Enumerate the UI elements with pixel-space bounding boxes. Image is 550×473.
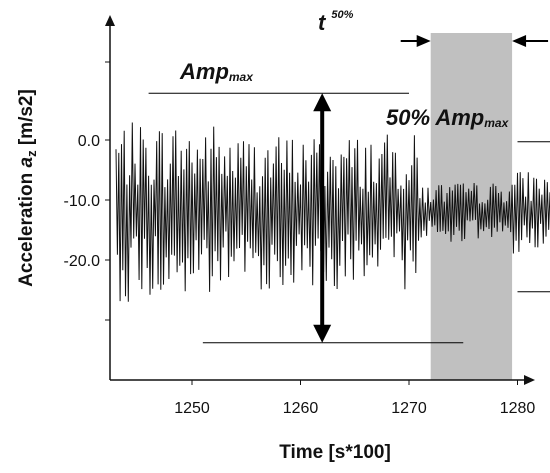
- axes-layer: 0.0-10.0-20.0125012601270128012901300: [64, 15, 536, 417]
- amp-50-label-prefix: 50%: [386, 105, 435, 130]
- amp-50-label-sub: max: [484, 116, 509, 130]
- amp-max-label: Ampmax: [179, 59, 254, 84]
- y-axis-title: Acceleration az [m/s2]: [16, 89, 39, 287]
- amp-max-arrow-head-bottom: [313, 324, 332, 343]
- amp-50-label-main: Amp: [434, 105, 484, 130]
- t50-left-arrow-head: [416, 35, 431, 47]
- amp-max-arrow-head-top: [313, 93, 332, 112]
- y-axis-title-var: a: [16, 157, 37, 168]
- y-tick-label: -20.0: [64, 253, 101, 270]
- x-tick-label: 1260: [283, 400, 319, 417]
- y-axis-title-sub: z: [24, 150, 39, 157]
- x-tick-label: 1280: [500, 400, 536, 417]
- series-layer: [115, 122, 550, 302]
- amp-max-arrow: [313, 93, 332, 343]
- y-tick-label: -10.0: [64, 193, 101, 210]
- amp-max-label-main: Amp: [179, 59, 229, 84]
- y-tick-label: 0.0: [78, 133, 100, 150]
- t50-shaded-region-layer: [430, 33, 513, 380]
- t50-shaded-region: [430, 33, 513, 380]
- y-axis-title-main: Acceleration: [16, 168, 37, 287]
- y-axis-arrowhead: [105, 15, 115, 26]
- t50-label: t 50%: [318, 9, 354, 35]
- t50-label-main: t: [318, 10, 327, 35]
- x-axis-arrowhead: [524, 375, 535, 385]
- x-tick-label: 1270: [391, 400, 427, 417]
- y-axis-title-unit: [m/s2]: [16, 89, 37, 150]
- x-axis-title: Time [s*100]: [279, 442, 391, 463]
- x-tick-label: 1250: [174, 400, 210, 417]
- amp-max-label-sub: max: [229, 70, 254, 84]
- series-line-0: [115, 122, 550, 302]
- amp-50-label: 50% Ampmax: [386, 105, 510, 130]
- t50-label-sup: 50%: [331, 9, 353, 21]
- t50-right-arrow-head: [512, 35, 527, 47]
